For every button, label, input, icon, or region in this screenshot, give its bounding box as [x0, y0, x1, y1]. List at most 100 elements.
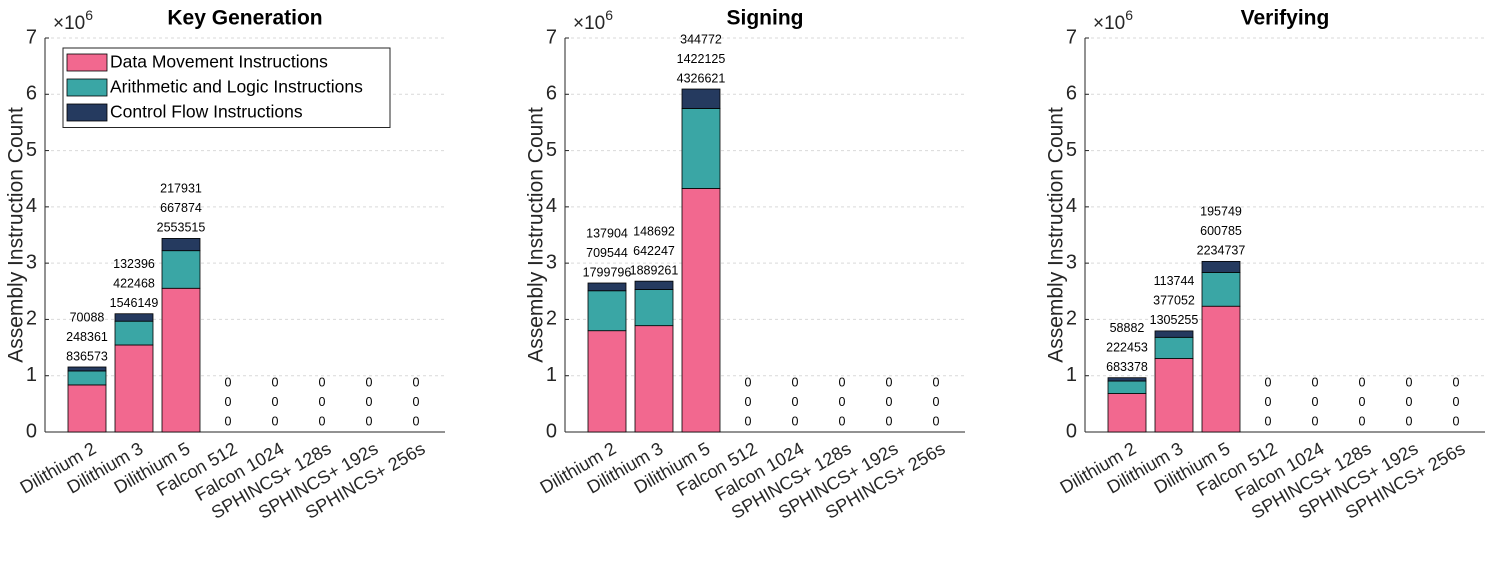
data-label: 4326621 [677, 71, 726, 85]
y-multiplier-exponent: 6 [85, 7, 93, 23]
bar-segment [114, 344, 154, 433]
data-label: 0 [413, 375, 420, 389]
data-label: 422468 [113, 277, 155, 291]
bar-segment [67, 384, 107, 433]
data-label: 709544 [586, 246, 628, 260]
data-label: 0 [272, 414, 279, 428]
y-tick-label: 1 [1066, 364, 1077, 386]
bar-segment [1107, 380, 1147, 394]
bar-segment [1154, 336, 1194, 359]
data-label: 0 [225, 414, 232, 428]
data-label: 0 [319, 375, 326, 389]
bar-segment [1107, 393, 1147, 433]
data-label: 0 [933, 414, 940, 428]
bar-segment [114, 313, 154, 322]
data-label: 0 [792, 375, 799, 389]
y-tick-label: 5 [26, 139, 37, 161]
bar-segment [634, 325, 674, 433]
data-label: 0 [366, 395, 373, 409]
data-label: 683378 [1106, 360, 1148, 374]
y-tick-label: 3 [1066, 251, 1077, 273]
y-axis-label: Assembly Instruction Count [525, 107, 548, 363]
data-label: 0 [413, 414, 420, 428]
data-label: 0 [839, 414, 846, 428]
data-label: 0 [1453, 375, 1460, 389]
y-multiplier: ×106 [53, 7, 93, 34]
data-label: 0 [1406, 414, 1413, 428]
data-label: 0 [1359, 395, 1366, 409]
bar-segment [587, 330, 627, 433]
y-tick-label: 5 [1066, 139, 1077, 161]
data-label: 0 [839, 375, 846, 389]
data-label: 0 [1265, 414, 1272, 428]
bar-segment [1201, 260, 1241, 273]
y-multiplier-exponent: 6 [605, 7, 613, 23]
y-tick-label: 2 [26, 308, 37, 330]
y-tick-label: 7 [26, 26, 37, 48]
data-label: 1546149 [110, 296, 159, 310]
y-tick-label: 6 [546, 83, 557, 105]
data-label: 0 [792, 395, 799, 409]
bar-segment [681, 188, 721, 433]
data-label: 1799796 [583, 265, 632, 279]
y-multiplier: ×106 [1093, 7, 1133, 34]
data-label: 222453 [1106, 340, 1148, 354]
data-label: 0 [1453, 395, 1460, 409]
data-label: 217931 [160, 182, 202, 196]
data-label: 0 [792, 414, 799, 428]
y-tick-label: 1 [546, 364, 557, 386]
data-label: 0 [745, 375, 752, 389]
chart-title: Signing [727, 7, 804, 30]
data-label: 667874 [160, 201, 202, 215]
y-tick-label: 0 [26, 420, 37, 442]
data-label: 0 [886, 375, 893, 389]
data-label: 148692 [633, 224, 675, 238]
data-label: 0 [745, 395, 752, 409]
data-label: 0 [1265, 375, 1272, 389]
y-tick-label: 0 [1066, 420, 1077, 442]
data-label: 248361 [66, 330, 108, 344]
y-tick-label: 7 [1066, 26, 1077, 48]
y-multiplier: ×106 [573, 7, 613, 34]
bar-segment [161, 250, 201, 289]
data-label: 0 [1453, 414, 1460, 428]
legend-swatch [66, 53, 108, 72]
y-tick-label: 4 [1066, 195, 1077, 217]
data-label: 0 [1312, 395, 1319, 409]
y-tick-label: 0 [546, 420, 557, 442]
y-tick-label: 1 [26, 364, 37, 386]
bar-segment [1154, 330, 1194, 338]
y-tick-label: 2 [1066, 308, 1077, 330]
data-label: 0 [272, 375, 279, 389]
bar-segment [681, 88, 721, 109]
data-label: 1889261 [630, 263, 679, 277]
data-label: 0 [272, 395, 279, 409]
bar-segment [1201, 272, 1241, 307]
data-label: 58882 [1110, 321, 1145, 335]
data-label: 377052 [1153, 294, 1195, 308]
data-label: 0 [413, 395, 420, 409]
y-axis-label: Assembly Instruction Count [5, 107, 28, 363]
bar-segment [634, 289, 674, 327]
data-label: 0 [839, 395, 846, 409]
data-label: 0 [933, 375, 940, 389]
data-label: 0 [366, 414, 373, 428]
legend-box [62, 47, 391, 128]
y-multiplier-base: ×10 [53, 13, 85, 34]
data-label: 600785 [1200, 224, 1242, 238]
legend-label: Control Flow Instructions [110, 102, 303, 122]
data-label: 642247 [633, 244, 675, 258]
y-tick-label: 4 [546, 195, 557, 217]
data-label: 0 [319, 414, 326, 428]
data-label: 836573 [66, 349, 108, 363]
data-label: 0 [225, 375, 232, 389]
data-label: 2553515 [157, 221, 206, 235]
data-label: 70088 [70, 310, 105, 324]
data-label: 0 [745, 414, 752, 428]
y-multiplier-base: ×10 [573, 13, 605, 34]
data-label: 0 [319, 395, 326, 409]
data-label: 1422125 [677, 52, 726, 66]
data-label: 0 [1265, 395, 1272, 409]
